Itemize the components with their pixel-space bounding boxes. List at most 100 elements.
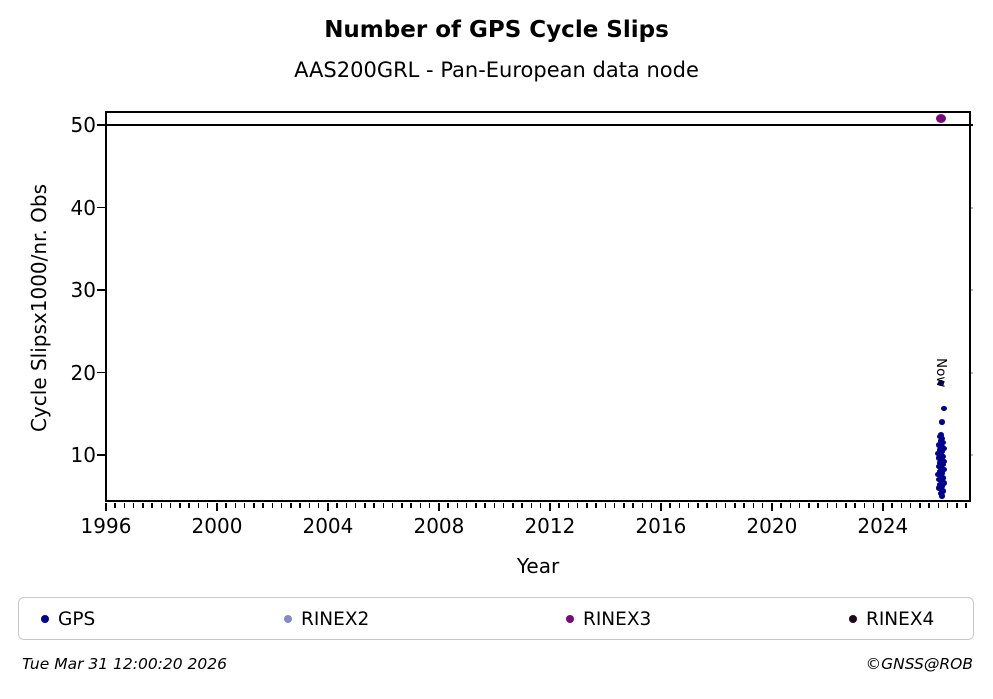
x-tick-major xyxy=(771,503,773,511)
data-point-gps xyxy=(939,448,946,455)
x-tick-minor xyxy=(743,503,745,508)
x-tick-label: 2024 xyxy=(857,514,909,538)
data-point-gps xyxy=(941,458,948,465)
x-tick-label: 2016 xyxy=(635,514,687,538)
now-marker-label: Now xyxy=(933,358,949,388)
data-point-gps xyxy=(938,380,945,386)
x-tick-minor xyxy=(364,503,366,508)
x-tick-minor xyxy=(724,503,727,508)
legend: GPS RINEX2 RINEX3 RINEX4 xyxy=(18,597,974,640)
x-tick-minor xyxy=(299,503,301,508)
x-tick-minor xyxy=(623,503,625,508)
x-tick-minor xyxy=(206,503,209,508)
legend-item-rinex2: RINEX2 xyxy=(284,607,369,631)
x-tick-major xyxy=(327,503,329,511)
x-tick-label: 2000 xyxy=(191,514,243,538)
legend-item-rinex3: RINEX3 xyxy=(566,607,651,631)
x-tick-minor xyxy=(798,503,801,508)
y-tick-label: 50 xyxy=(70,113,96,138)
x-tick-minor xyxy=(752,503,755,508)
x-tick-minor xyxy=(308,503,311,508)
x-axis-label: Year xyxy=(516,554,560,578)
x-tick-minor xyxy=(188,503,190,508)
x-tick-minor xyxy=(447,503,449,508)
x-tick-minor xyxy=(946,503,949,508)
x-tick-minor xyxy=(891,503,893,508)
plot-border xyxy=(105,111,971,502)
rinex2-marker-icon xyxy=(284,615,292,623)
x-tick-major xyxy=(105,503,107,511)
x-tick-minor xyxy=(872,503,875,508)
data-point-gps xyxy=(940,405,947,412)
x-tick-minor xyxy=(354,503,357,508)
y-tick xyxy=(97,454,105,456)
rinex4-marker-icon xyxy=(849,615,857,623)
data-point-gps xyxy=(939,470,946,476)
x-tick-minor xyxy=(336,503,338,508)
x-tick-minor xyxy=(604,503,607,508)
y-tick-label: 20 xyxy=(70,360,96,385)
x-tick-minor xyxy=(456,503,459,508)
y-tick-label: 30 xyxy=(70,278,96,303)
data-point-gps xyxy=(940,439,947,446)
chart-subtitle: AAS200GRL - Pan-European data node xyxy=(294,58,699,82)
legend-item-rinex4: RINEX4 xyxy=(849,607,934,631)
x-tick-minor xyxy=(123,503,126,508)
y-tick xyxy=(97,206,105,209)
x-tick-major xyxy=(216,503,218,511)
x-tick-minor xyxy=(465,503,468,508)
x-tick-minor xyxy=(863,503,866,508)
x-tick-minor xyxy=(826,503,829,508)
x-tick-minor xyxy=(576,503,579,508)
x-tick-minor xyxy=(919,503,921,508)
x-tick-minor xyxy=(493,503,496,508)
x-tick-label: 2008 xyxy=(413,514,465,538)
x-tick-minor xyxy=(697,503,699,508)
data-point-rinex3 xyxy=(936,113,947,123)
legend-label: RINEX4 xyxy=(866,608,935,630)
plot-timestamp: Tue Mar 31 12:00:20 2026 xyxy=(22,655,228,673)
x-tick-minor xyxy=(567,503,570,508)
x-tick-label: 1996 xyxy=(80,514,132,538)
data-point-gps xyxy=(941,480,948,486)
x-tick-minor xyxy=(114,503,116,508)
x-tick-minor xyxy=(678,503,681,508)
x-tick-minor xyxy=(142,503,144,508)
data-point-gps xyxy=(939,462,946,468)
x-tick-minor xyxy=(530,503,533,508)
x-tick-major xyxy=(660,503,662,511)
x-tick-minor xyxy=(937,503,940,508)
data-point-gps xyxy=(938,493,945,499)
x-tick-minor xyxy=(845,503,847,508)
x-tick-minor xyxy=(197,503,200,508)
x-tick-minor xyxy=(428,503,431,508)
x-tick-minor xyxy=(317,503,320,508)
y-tick xyxy=(97,124,105,126)
x-tick-minor xyxy=(280,503,283,508)
x-tick-minor xyxy=(900,503,903,508)
x-tick-minor xyxy=(169,503,172,508)
x-tick-minor xyxy=(734,503,736,508)
x-tick-label: 2012 xyxy=(524,514,576,538)
x-tick-minor xyxy=(669,503,671,508)
x-tick-minor xyxy=(290,503,292,508)
x-tick-minor xyxy=(595,503,597,508)
x-tick-minor xyxy=(928,503,930,508)
x-tick-major xyxy=(438,503,440,511)
x-tick-minor xyxy=(225,503,227,508)
x-tick-minor xyxy=(243,503,246,508)
x-tick-minor xyxy=(132,503,135,508)
x-tick-minor xyxy=(817,503,819,508)
x-tick-label: 2004 xyxy=(302,514,354,538)
rinex3-marker-icon xyxy=(566,615,574,623)
x-tick-minor xyxy=(160,503,163,508)
x-tick-minor xyxy=(179,503,181,508)
legend-item-gps: GPS xyxy=(41,607,95,631)
x-tick-minor xyxy=(512,503,514,508)
x-tick-minor xyxy=(650,503,653,508)
x-tick-minor xyxy=(632,503,634,508)
x-tick-minor xyxy=(521,503,523,508)
data-point-gps xyxy=(940,475,947,481)
